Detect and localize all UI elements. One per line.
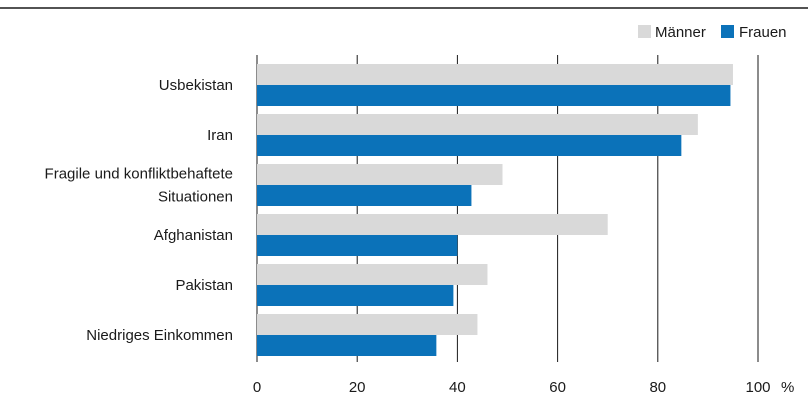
x-axis-unit: % xyxy=(781,379,794,394)
category-label-3: Afghanistan xyxy=(154,227,233,244)
x-tick-label-0: 0 xyxy=(253,379,261,394)
bar-maenner-0 xyxy=(257,64,733,85)
bar-frauen-4 xyxy=(257,285,454,306)
x-axis: 0 20 40 60 80 100% xyxy=(253,379,795,394)
x-tick-label-100: 100 xyxy=(745,379,770,394)
x-tick-label-80: 80 xyxy=(649,379,666,394)
category-labels: Usbekistan Iran Fragile und konfliktbehaft… xyxy=(45,77,233,344)
legend: Männer Frauen xyxy=(638,24,787,41)
x-tick-label-20: 20 xyxy=(349,379,366,394)
category-label-2-line-0: Fragile und konfliktbehaftete xyxy=(45,166,233,183)
bar-frauen-0 xyxy=(257,85,731,106)
bar-maenner-1 xyxy=(257,114,698,135)
x-tick-label-60: 60 xyxy=(549,379,566,394)
x-tick-label-40: 40 xyxy=(449,379,466,394)
category-label-4: Pakistan xyxy=(175,277,233,294)
legend-swatch-frauen xyxy=(721,25,734,38)
category-label-0: Usbekistan xyxy=(159,77,233,94)
category-label-2-line-1: Situationen xyxy=(158,189,233,206)
bar-maenner-3 xyxy=(257,214,608,235)
bar-frauen-3 xyxy=(257,235,458,256)
legend-swatch-maenner xyxy=(638,25,651,38)
legend-label-maenner: Männer xyxy=(655,24,706,41)
bars xyxy=(257,64,733,356)
bar-maenner-4 xyxy=(257,264,488,285)
bar-frauen-1 xyxy=(257,135,682,156)
legend-label-frauen: Frauen xyxy=(739,24,787,41)
bar-maenner-5 xyxy=(257,314,478,335)
gridlines xyxy=(256,55,759,362)
bar-maenner-2 xyxy=(257,164,503,185)
category-label-5: Niedriges Einkommen xyxy=(86,327,233,344)
bar-frauen-5 xyxy=(257,335,437,356)
category-label-1: Iran xyxy=(207,127,233,144)
bar-frauen-2 xyxy=(257,185,472,206)
